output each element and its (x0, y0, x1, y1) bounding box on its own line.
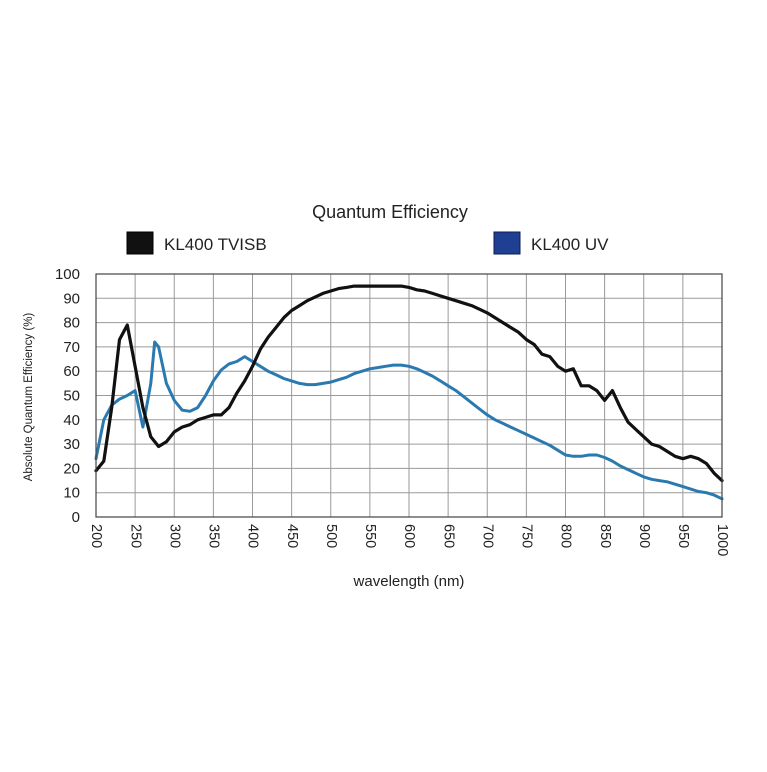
y-tick-label: 50 (63, 388, 80, 405)
x-tick-label: 400 (245, 524, 261, 548)
y-axis-label: Absolute Quantum Efficiency (%) (23, 313, 35, 482)
x-tick-label: 700 (479, 524, 495, 548)
x-tick-label: 550 (362, 524, 378, 548)
x-axis-label: wavelength (nm) (353, 573, 465, 590)
legend: KL400 TVISB KL400 UV (126, 231, 609, 255)
plot-frame (95, 273, 723, 518)
legend-label-kl400-uv: KL400 UV (531, 235, 609, 254)
series-line-kl400-tvisb (94, 284, 724, 483)
y-tick-label: 90 (63, 290, 80, 307)
x-tick-label: 600 (401, 524, 417, 548)
y-tick-label: 30 (63, 436, 80, 453)
x-tick-label: 350 (206, 524, 222, 548)
series-line-kl400-uv (94, 340, 724, 501)
x-tick-label: 750 (519, 524, 535, 548)
y-tick-label: 80 (63, 315, 80, 332)
y-tick-label: 100 (55, 266, 80, 283)
x-tick-label: 800 (558, 524, 574, 548)
x-tick-label: 250 (127, 524, 143, 548)
chart-title: Quantum Efficiency (312, 202, 468, 222)
x-tick-label: 500 (323, 524, 339, 548)
series-layer (94, 284, 724, 501)
axes (95, 273, 723, 518)
legend-swatch-kl400-uv (493, 231, 521, 255)
x-tick-label: 900 (636, 524, 652, 548)
x-tick-labels: 200 250 300 350 400 450 500 550 600 650 700 750 800 8… (88, 524, 730, 556)
x-tick-label: 450 (284, 524, 300, 548)
y-tick-label: 70 (63, 339, 80, 356)
y-tick-label: 40 (63, 412, 80, 429)
x-tick-label: 850 (597, 524, 613, 548)
x-tick-label: 650 (440, 524, 456, 548)
x-tick-label: 300 (166, 524, 182, 548)
x-tick-label: 1000 (714, 524, 730, 556)
x-tick-label: 950 (675, 524, 691, 548)
legend-label-kl400-tvisb: KL400 TVISB (164, 235, 267, 254)
y-tick-label: 60 (63, 363, 80, 380)
x-tick-label: 200 (88, 524, 104, 548)
y-tick-label: 10 (63, 485, 80, 502)
y-tick-label: 0 (72, 509, 80, 526)
y-tick-label: 20 (63, 460, 80, 477)
y-tick-labels: 0 10 20 30 40 50 60 70 80 90 100 (55, 266, 80, 526)
legend-swatch-kl400-tvisb (126, 231, 154, 255)
